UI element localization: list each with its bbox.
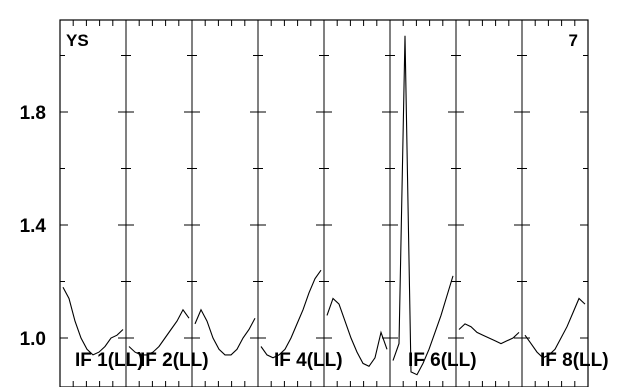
series-lines xyxy=(62,35,586,376)
series-line-6 xyxy=(392,35,454,376)
panel-label: IF 1(LL) xyxy=(75,350,144,371)
y-tick-label: 1.0 xyxy=(20,329,46,350)
panel-dividers xyxy=(125,20,523,387)
panel-labels: IF 1(LL)IF 2(LL) IF 4(LL) IF 6(LL) IF 8(LL) xyxy=(75,350,609,371)
series-line-8 xyxy=(524,297,586,359)
series-line-7 xyxy=(458,323,520,345)
plot-frame xyxy=(59,19,589,387)
series-line-1 xyxy=(62,286,124,356)
y-tick-label: 1.8 xyxy=(20,103,46,124)
y-tick-labels: 1.0 1.4 1.8 xyxy=(20,103,47,350)
panel-label: IF 2(LL) xyxy=(140,350,209,371)
x-ticks xyxy=(72,20,576,387)
series-line-3 xyxy=(194,308,256,356)
panel-label: IF 8(LL) xyxy=(540,350,609,371)
series-line-4 xyxy=(260,269,322,359)
corner-label-number: 7 xyxy=(569,31,578,50)
y-ticks xyxy=(60,55,588,339)
panel-label: IF 6(LL) xyxy=(408,350,477,371)
series-line-2 xyxy=(128,308,190,356)
corner-label-ys: YS xyxy=(66,31,89,50)
series-line-5 xyxy=(326,297,388,367)
panel-label: IF 4(LL) xyxy=(274,350,343,371)
y-tick-label: 1.4 xyxy=(20,216,47,237)
